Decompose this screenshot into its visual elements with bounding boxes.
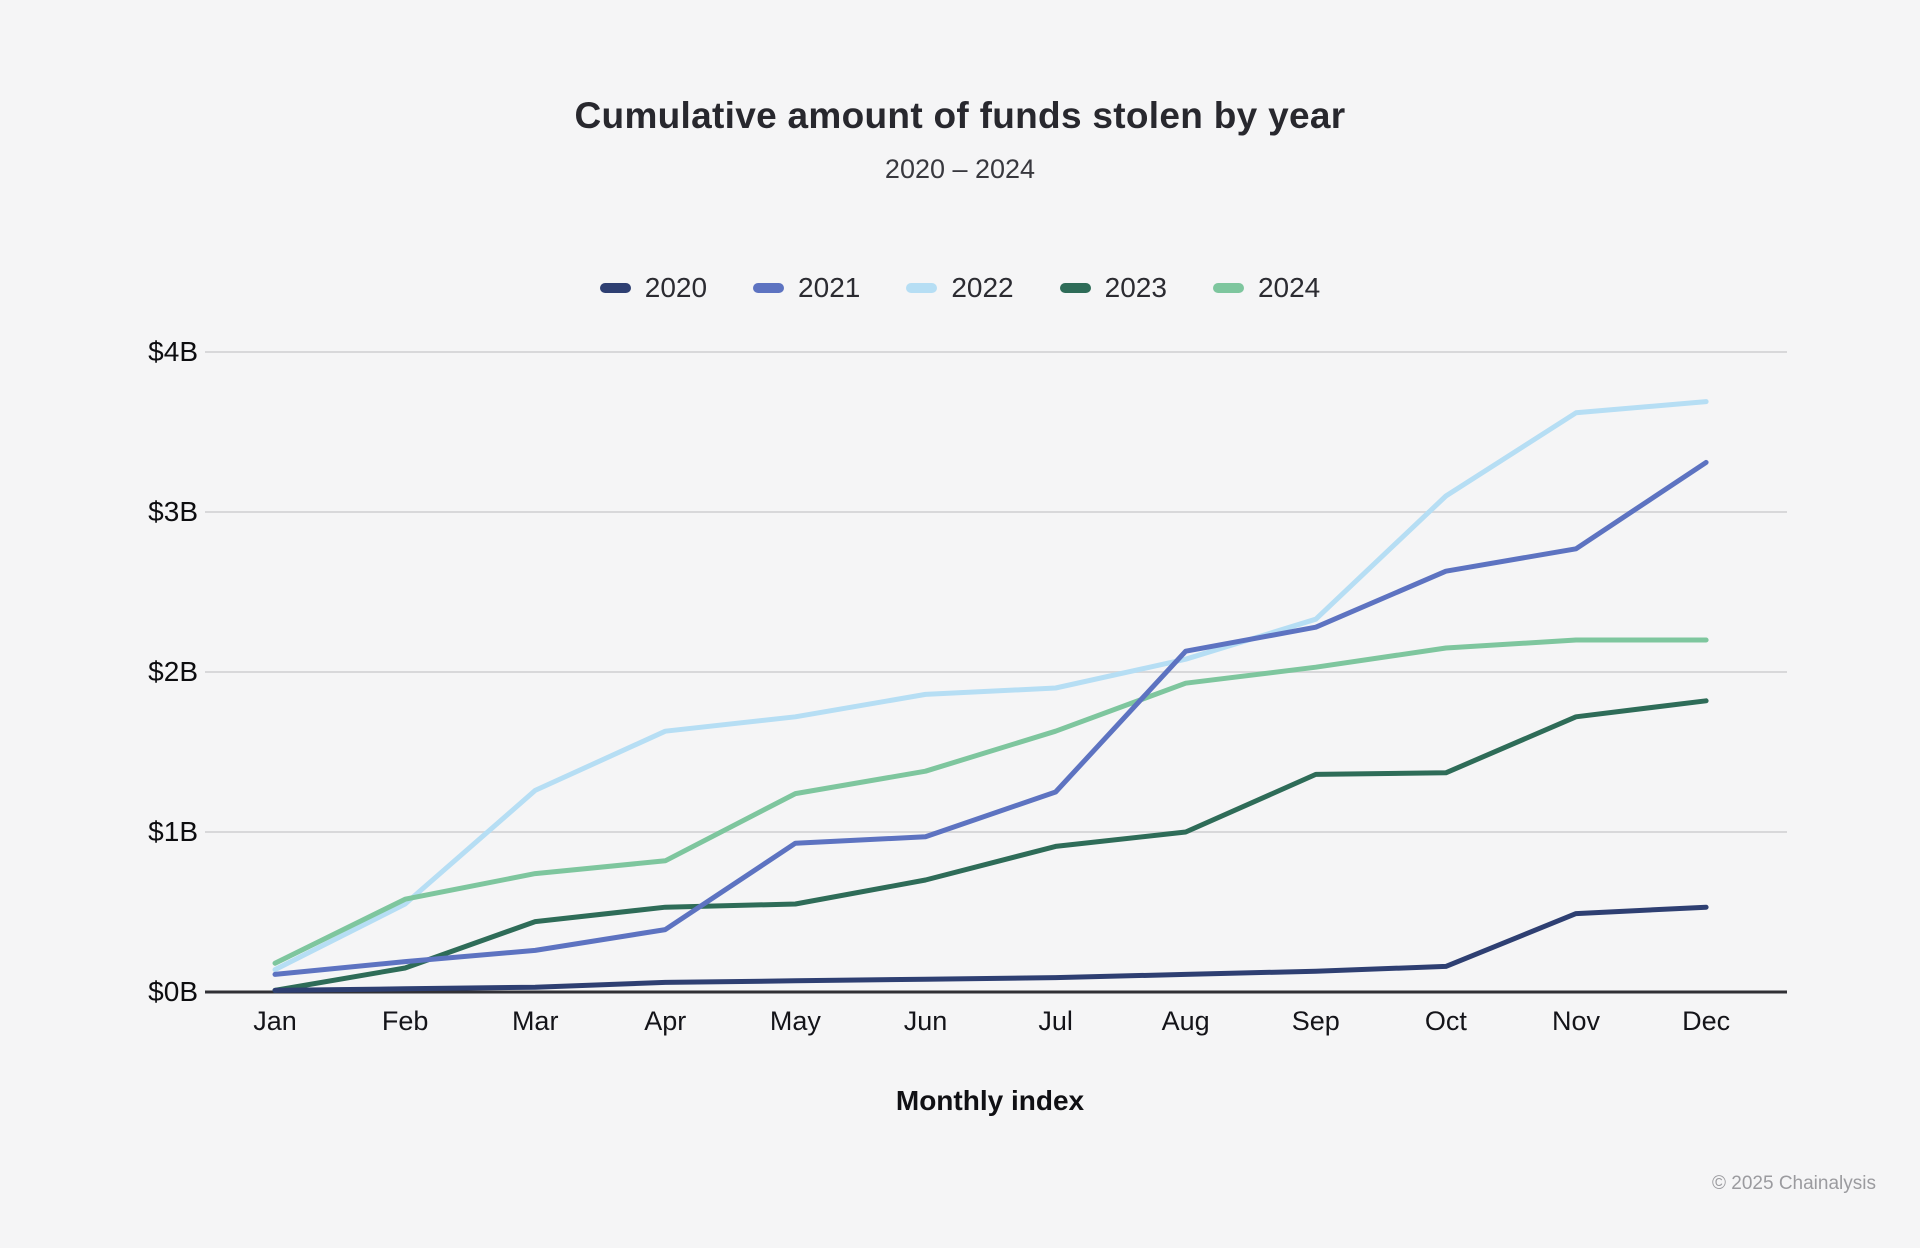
legend-item-2022[interactable]: 2022 [906, 272, 1014, 304]
legend-item-2024[interactable]: 2024 [1212, 272, 1321, 304]
legend-item-2021[interactable]: 2021 [753, 272, 860, 304]
legend-label-2022: 2022 [951, 272, 1014, 303]
y-tick-3b: $3B [148, 496, 198, 527]
series-line-2024 [272, 637, 1709, 966]
x-axis-title: Monthly index [895, 1085, 1085, 1116]
y-tick-1b: $1B [148, 816, 198, 847]
chart-title: Cumulative amount of funds stolen by yea… [574, 95, 1346, 136]
x-tick-dec: Dec [1682, 1006, 1731, 1036]
legend-swatch-2021 [753, 283, 785, 293]
x-tick-aug: Aug [1161, 1006, 1210, 1036]
legend-label-2021: 2021 [798, 272, 861, 303]
y-tick-4b: $4B [148, 336, 198, 367]
x-tick-oct: Oct [1424, 1006, 1467, 1036]
legend-label-2020: 2020 [644, 272, 708, 303]
x-tick-jan: Jan [253, 1006, 297, 1036]
series-line-2021 [272, 459, 1709, 977]
legend-label-2023: 2023 [1104, 272, 1167, 303]
legend-swatch-2024 [1212, 283, 1244, 293]
x-tick-mar: Mar [511, 1006, 559, 1036]
chart-legend: 2020 2021 2022 2023 2024 [0, 272, 1920, 304]
x-tick-apr: Apr [644, 1006, 687, 1036]
x-tick-jun: Jun [903, 1006, 948, 1036]
legend-swatch-2020 [599, 283, 631, 293]
legend-label-2024: 2024 [1257, 272, 1321, 303]
x-tick-nov: Nov [1551, 1006, 1600, 1036]
series-line-2022 [272, 399, 1709, 973]
legend-swatch-2022 [906, 283, 938, 293]
x-tick-sep: Sep [1291, 1006, 1340, 1036]
copyright-text: © 2025 Chainalysis [1712, 1173, 1876, 1194]
y-tick-0b: $0B [148, 976, 198, 1007]
series-line-2020 [272, 904, 1709, 993]
y-tick-2b: $2B [148, 656, 198, 687]
legend-item-2020[interactable]: 2020 [599, 272, 708, 304]
x-tick-feb: Feb [381, 1006, 429, 1036]
x-tick-jul: Jul [1038, 1006, 1073, 1036]
legend-swatch-2023 [1059, 283, 1091, 293]
chart-subtitle: 2020 – 2024 [884, 154, 1036, 184]
x-tick-may: May [769, 1006, 821, 1036]
legend-item-2023[interactable]: 2023 [1059, 272, 1167, 304]
series-line-2023 [272, 698, 1709, 993]
